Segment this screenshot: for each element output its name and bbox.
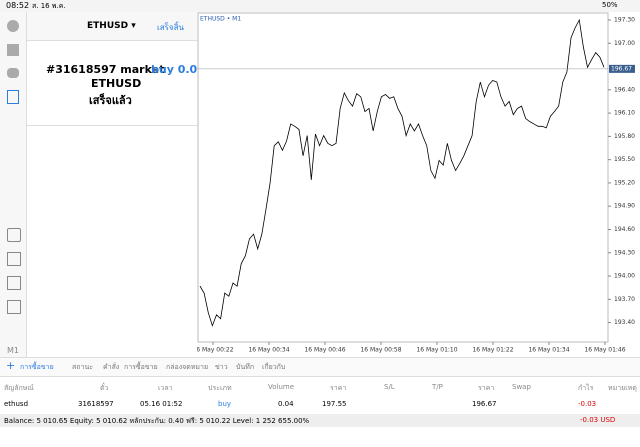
column-header: หมายเหตุ [608, 384, 637, 392]
order-line: #31618597 market [46, 63, 165, 76]
timeframe[interactable]: M1 [7, 346, 19, 355]
order-status: เสร็จแล้ว [89, 94, 132, 107]
x-tick-label: 16 May 01:34 [528, 347, 569, 354]
column-header: ประเภท [208, 384, 232, 392]
y-tick-label: 194.90 [614, 203, 635, 210]
x-tick-label: 16 May 01:46 [584, 347, 625, 354]
status-bar: 08:52 ส. 16 พ.ค. 50% [0, 0, 640, 12]
total-profit: -0.03 USD [580, 416, 616, 424]
price-line [199, 18, 605, 327]
column-header: T/P [432, 383, 443, 391]
tab-bar: + การซื้อขาย สถานะ คำสั่ง การซื้อขาย กล่องจด… [0, 357, 640, 377]
tab[interactable]: ข่าว [215, 363, 228, 371]
current-price-label: 196.67 [611, 65, 632, 72]
y-tick-label: 195.50 [614, 156, 635, 163]
column-header: ตั๋ว [100, 384, 109, 392]
y-tick-label: 195.20 [614, 179, 635, 186]
done-button[interactable]: เสร็จสิ้น [157, 23, 184, 32]
cell-time[interactable]: 05.16 01:52 [140, 400, 183, 408]
cell-volume[interactable]: 0.04 [278, 400, 294, 408]
cell-type[interactable]: buy [218, 400, 232, 408]
tab[interactable]: บันทึก [236, 363, 255, 371]
tab[interactable]: การซื้อขาย [124, 363, 158, 371]
cell-profit[interactable]: -0.03 [578, 400, 597, 408]
tab[interactable]: การซื้อขาย [20, 363, 54, 371]
tab[interactable]: สถานะ [72, 363, 93, 371]
order-symbol: ETHUSD [91, 77, 142, 90]
y-tick-label: 196.10 [614, 110, 635, 117]
panel-header [27, 12, 197, 41]
column-header: เวลา [158, 384, 173, 392]
column-header: กำไร [578, 384, 594, 392]
order-side: buy 0.04 [151, 63, 205, 76]
icon[interactable] [7, 68, 19, 78]
account-summary: Balance: 5 010.65 Equity: 5 010.62 หลักป… [4, 417, 310, 425]
footer: Balance: 5 010.65 Equity: 5 010.62 หลักป… [0, 414, 640, 427]
tool-icon[interactable] [7, 228, 21, 242]
cell-ticket[interactable]: 31618597 [78, 400, 114, 408]
y-tick-label: 193.40 [614, 319, 635, 326]
plot-area [197, 12, 609, 343]
price-chart: ETHUSD • M1 197.30 197.00 196.40 196.10 195.… [197, 12, 635, 354]
cell-price[interactable]: 196.67 [472, 400, 497, 408]
chart-title: ETHUSD • M1 [200, 16, 241, 23]
sidebar: M1 [0, 12, 27, 357]
symbol-select[interactable]: ETHUSD ▾ [87, 21, 136, 31]
y-tick-label: 194.00 [614, 273, 635, 280]
y-tick-label: 194.60 [614, 226, 635, 233]
cell-symbol[interactable]: ethusd [4, 400, 29, 408]
y-tick-label: 195.80 [614, 133, 635, 140]
icon[interactable] [7, 44, 19, 56]
icon[interactable] [7, 20, 19, 32]
tab[interactable]: คำสั่ง [103, 363, 120, 371]
x-tick-label: 16 May 01:10 [416, 347, 457, 354]
icon[interactable] [7, 90, 19, 104]
y-tick-label: 197.30 [614, 16, 635, 23]
y-tick-label: 193.70 [614, 296, 635, 303]
order-panel: ETHUSD ▾ เสร็จสิ้น #31618597 market buy … [27, 12, 205, 126]
tool-icon[interactable] [7, 252, 21, 266]
column-header: ราคา [478, 384, 495, 392]
time: 08:52 [6, 1, 30, 10]
current-price-tag [609, 64, 635, 73]
x-tick-label: 16 May 00:58 [360, 347, 401, 354]
cell-open-price[interactable]: 197.55 [322, 400, 347, 408]
y-tick-label: 196.40 [614, 86, 635, 93]
add-button[interactable]: + [6, 359, 16, 372]
column-header: S/L [384, 383, 395, 391]
x-tick-label: 16 May 01:22 [472, 347, 513, 354]
column-header: ราคา [330, 384, 347, 392]
column-header: Volume [268, 383, 295, 391]
x-tick-label: 16 May 00:34 [248, 347, 289, 354]
tool-icon[interactable] [7, 276, 21, 290]
trade-table: สัญลักษณ์ ตั๋ว เวลา ประเภท Volume ราคา S/L T/P ร… [0, 376, 640, 436]
tool-icon[interactable] [7, 300, 21, 314]
y-tick-label: 194.30 [614, 249, 635, 256]
x-tick-label: 16 May 00:22 [197, 347, 234, 354]
tab[interactable]: เกี่ยวกับ [262, 363, 286, 371]
column-header: สัญลักษณ์ [4, 384, 34, 392]
tab[interactable]: กล่องจดหมาย [166, 363, 209, 371]
x-tick-label: 16 May 00:46 [304, 347, 345, 354]
battery: 50% [602, 1, 618, 9]
date: ส. 16 พ.ค. [32, 2, 66, 10]
column-header: Swap [512, 383, 531, 391]
y-tick-label: 197.00 [614, 40, 635, 47]
